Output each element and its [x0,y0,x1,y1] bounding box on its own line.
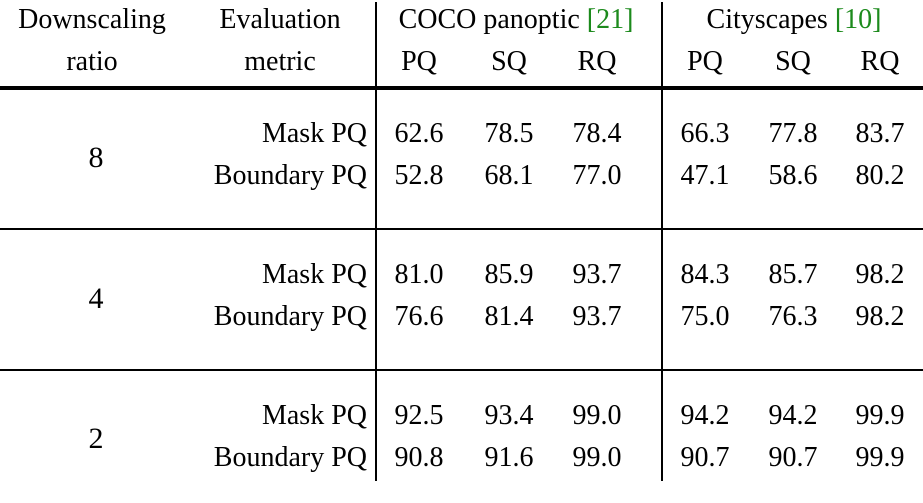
value-cell: 77.8 [768,118,818,149]
ratio-cell: 2 [88,422,104,455]
subheader-city-rq: RQ [860,46,900,77]
column-separator-2 [661,90,663,228]
value-cell: 90.7 [680,442,730,473]
column-separator-2 [661,371,663,481]
header-metric: metric [244,46,316,77]
column-separator-1 [375,90,377,228]
header-evaluation: Evaluation [219,4,341,35]
metric-cell: Boundary PQ [213,442,367,473]
metric-cell: Boundary PQ [213,301,367,332]
subheader-coco-sq: SQ [491,46,527,77]
column-separator-1 [375,230,377,369]
value-cell: 80.2 [855,160,905,191]
column-separator-2 [661,2,663,86]
value-cell: 92.5 [394,400,444,431]
value-cell: 85.9 [484,259,534,290]
value-cell: 91.6 [484,442,534,473]
ratio-cell: 4 [88,282,104,315]
value-cell: 83.7 [855,118,905,149]
value-cell: 75.0 [680,301,730,332]
value-cell: 94.2 [680,400,730,431]
column-separator-1 [375,371,377,481]
value-cell: 90.7 [768,442,818,473]
value-cell: 66.3 [680,118,730,149]
metric-cell: Mask PQ [261,118,367,149]
value-cell: 84.3 [680,259,730,290]
subheader-coco-pq: PQ [401,46,437,77]
metric-cell: Mask PQ [261,400,367,431]
header-cityscapes: Cityscapes [10] [707,4,882,36]
value-cell: 93.4 [484,400,534,431]
value-cell: 76.6 [394,301,444,332]
value-cell: 78.4 [572,118,622,149]
subheader-city-sq: SQ [775,46,811,77]
value-cell: 76.3 [768,301,818,332]
value-cell: 47.1 [680,160,730,191]
column-separator-2 [661,230,663,369]
value-cell: 62.6 [394,118,444,149]
value-cell: 99.0 [572,442,622,473]
coco-label: COCO panoptic [398,4,587,35]
subheader-coco-rq: RQ [577,46,617,77]
value-cell: 90.8 [394,442,444,473]
value-cell: 98.2 [855,301,905,332]
metric-cell: Mask PQ [261,259,367,290]
metric-cell: Boundary PQ [213,160,367,191]
value-cell: 52.8 [394,160,444,191]
subheader-city-pq: PQ [687,46,723,77]
value-cell: 85.7 [768,259,818,290]
group-divider-2 [0,369,923,371]
value-cell: 93.7 [572,259,622,290]
value-cell: 77.0 [572,160,622,191]
header-downscaling: Downscaling [18,4,166,35]
header-coco-panoptic: COCO panoptic [21] [399,4,634,36]
cityscapes-label: Cityscapes [706,4,835,35]
value-cell: 94.2 [768,400,818,431]
ratio-cell: 8 [88,141,104,174]
cityscapes-citation: [10] [834,4,882,35]
value-cell: 99.0 [572,400,622,431]
value-cell: 93.7 [572,301,622,332]
value-cell: 81.4 [484,301,534,332]
value-cell: 99.9 [855,400,905,431]
coco-citation: [21] [586,4,634,35]
column-separator-1 [375,2,377,86]
header-rule [0,86,923,90]
group-divider-1 [0,228,923,230]
value-cell: 58.6 [768,160,818,191]
value-cell: 81.0 [394,259,444,290]
value-cell: 98.2 [855,259,905,290]
value-cell: 99.9 [855,442,905,473]
header-ratio: ratio [66,46,118,77]
value-cell: 78.5 [484,118,534,149]
value-cell: 68.1 [484,160,534,191]
